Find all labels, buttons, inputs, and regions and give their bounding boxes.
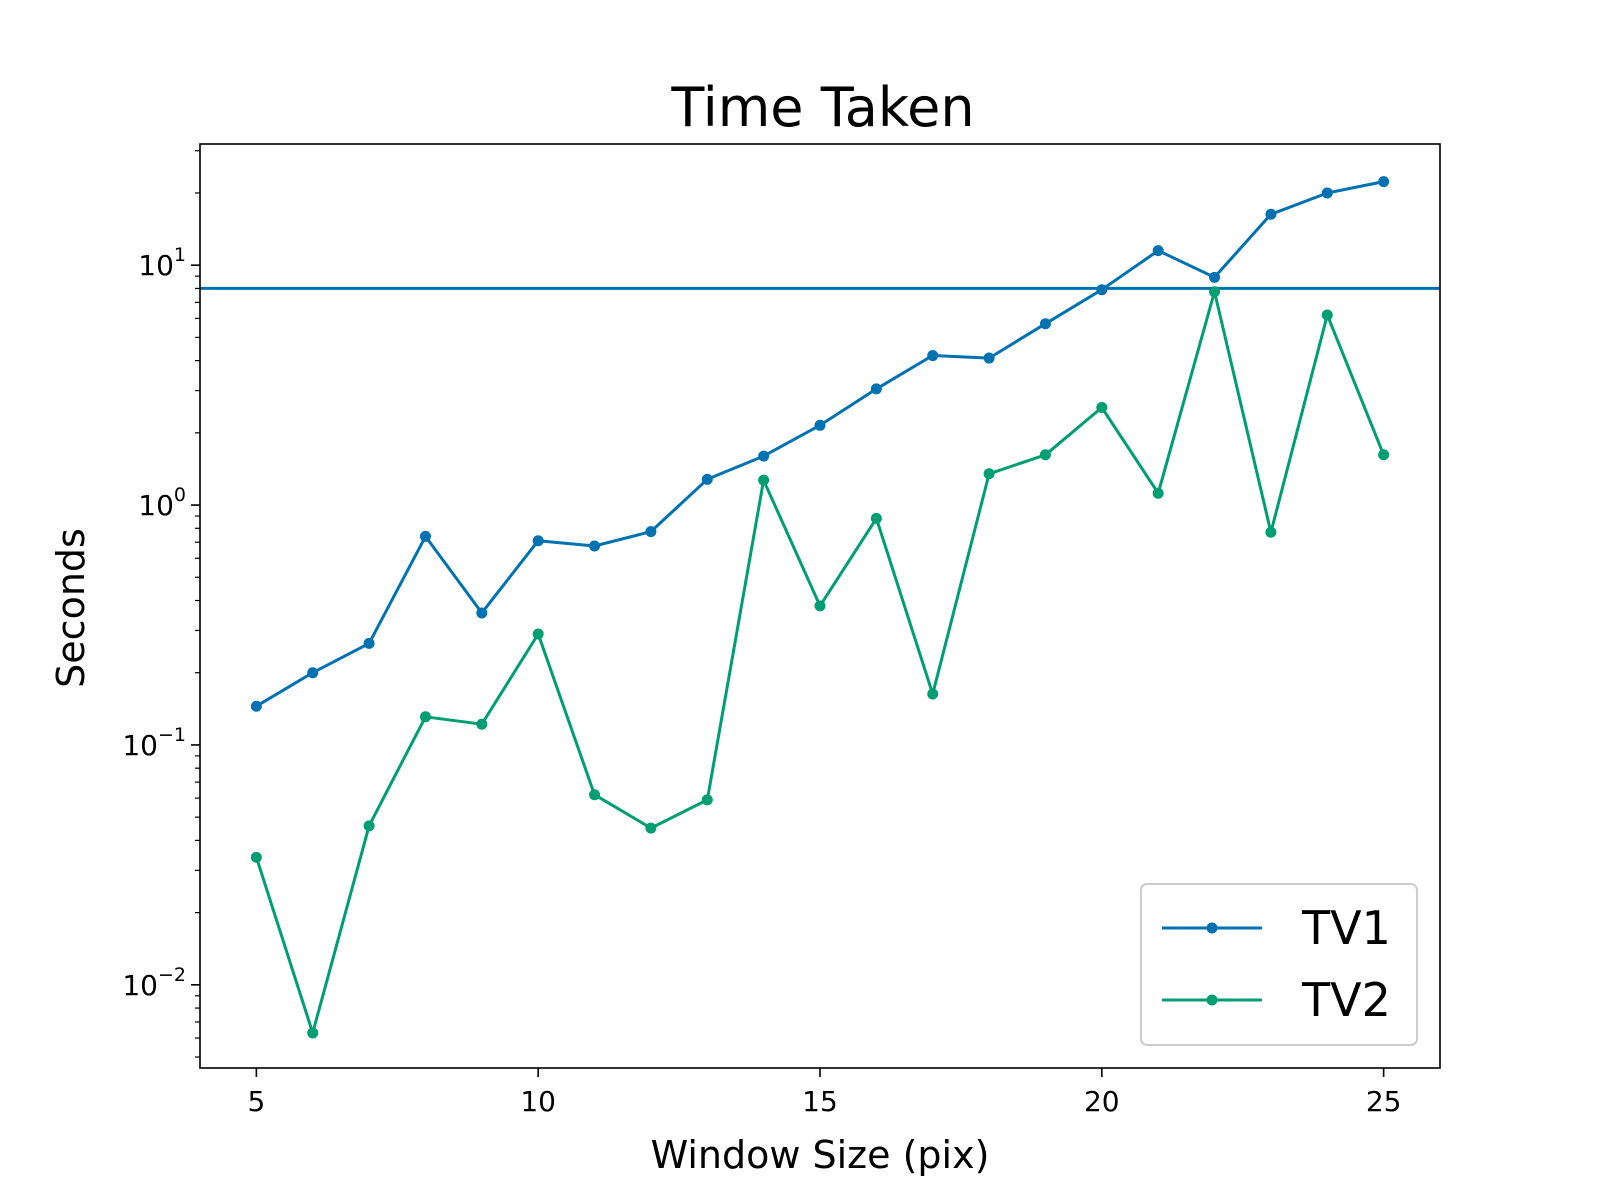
- data-point-tv2-13: [701, 794, 713, 806]
- y-tick-label: 10−1: [122, 724, 186, 762]
- x-tick-label: 5: [247, 1085, 265, 1118]
- data-point-tv2-16: [870, 512, 882, 524]
- data-point-tv1-25: [1378, 176, 1390, 188]
- data-point-tv1-8: [419, 530, 431, 542]
- data-point-tv1-17: [927, 350, 939, 362]
- data-point-tv2-6: [307, 1027, 319, 1039]
- x-tick-label: 25: [1366, 1085, 1402, 1118]
- data-point-tv1-9: [476, 607, 488, 619]
- x-tick-label: 20: [1084, 1085, 1120, 1118]
- x-axis-ticks: 5 10 15 20 25: [247, 1068, 1401, 1118]
- data-point-tv2-18: [983, 468, 995, 480]
- data-point-tv1-19: [1039, 318, 1051, 330]
- x-axis-label: Window Size (pix): [651, 1133, 990, 1177]
- data-point-tv2-22: [1209, 286, 1221, 298]
- data-point-tv1-7: [363, 637, 375, 649]
- data-point-tv1-18: [983, 352, 995, 364]
- legend-label-tv1: TV1: [1301, 901, 1391, 955]
- data-point-tv1-13: [701, 473, 713, 485]
- data-point-tv1-21: [1152, 245, 1164, 257]
- y-tick-label: 100: [138, 484, 186, 522]
- x-tick-label: 15: [802, 1085, 838, 1118]
- data-point-tv2-17: [927, 688, 939, 700]
- y-tick-label: 10−2: [122, 964, 186, 1002]
- data-point-tv1-24: [1321, 187, 1333, 199]
- data-point-tv2-19: [1039, 449, 1051, 461]
- data-point-tv1-5: [250, 700, 262, 712]
- data-point-tv2-24: [1321, 309, 1333, 321]
- data-point-tv2-9: [476, 718, 488, 730]
- legend-marker-tv1: [1206, 922, 1218, 934]
- legend-label-tv2: TV2: [1301, 973, 1391, 1027]
- data-point-tv1-16: [870, 383, 882, 395]
- data-point-tv1-20: [1096, 284, 1108, 296]
- data-point-tv2-11: [589, 789, 601, 801]
- data-point-tv2-12: [645, 822, 657, 834]
- y-axis-ticks: 10−2 10−1 100 101: [122, 150, 200, 1058]
- data-point-tv2-23: [1265, 526, 1277, 538]
- plot-frame: [199, 143, 1441, 1069]
- y-axis-label: Seconds: [49, 528, 93, 688]
- data-point-tv2-21: [1152, 487, 1164, 499]
- data-point-tv1-15: [814, 419, 826, 431]
- data-point-tv2-10: [532, 628, 544, 640]
- data-point-tv2-15: [814, 600, 826, 612]
- data-point-tv1-10: [532, 535, 544, 547]
- data-point-tv1-14: [758, 450, 770, 462]
- data-point-tv1-11: [589, 540, 601, 552]
- data-point-tv2-8: [419, 711, 431, 723]
- data-point-tv2-14: [758, 474, 770, 486]
- data-point-tv2-5: [250, 851, 262, 863]
- data-point-tv2-25: [1378, 449, 1390, 461]
- data-point-tv2-7: [363, 820, 375, 832]
- x-tick-label: 10: [520, 1085, 556, 1118]
- plot-lines: [200, 176, 1440, 1039]
- legend-marker-tv2: [1206, 994, 1218, 1006]
- data-point-tv1-22: [1209, 271, 1221, 283]
- chart-title: Time Taken: [670, 76, 974, 139]
- y-tick-label: 101: [138, 244, 186, 282]
- data-point-tv1-23: [1265, 208, 1277, 220]
- data-point-tv2-20: [1096, 402, 1108, 414]
- data-point-tv1-6: [307, 667, 319, 679]
- data-point-tv1-12: [645, 526, 657, 538]
